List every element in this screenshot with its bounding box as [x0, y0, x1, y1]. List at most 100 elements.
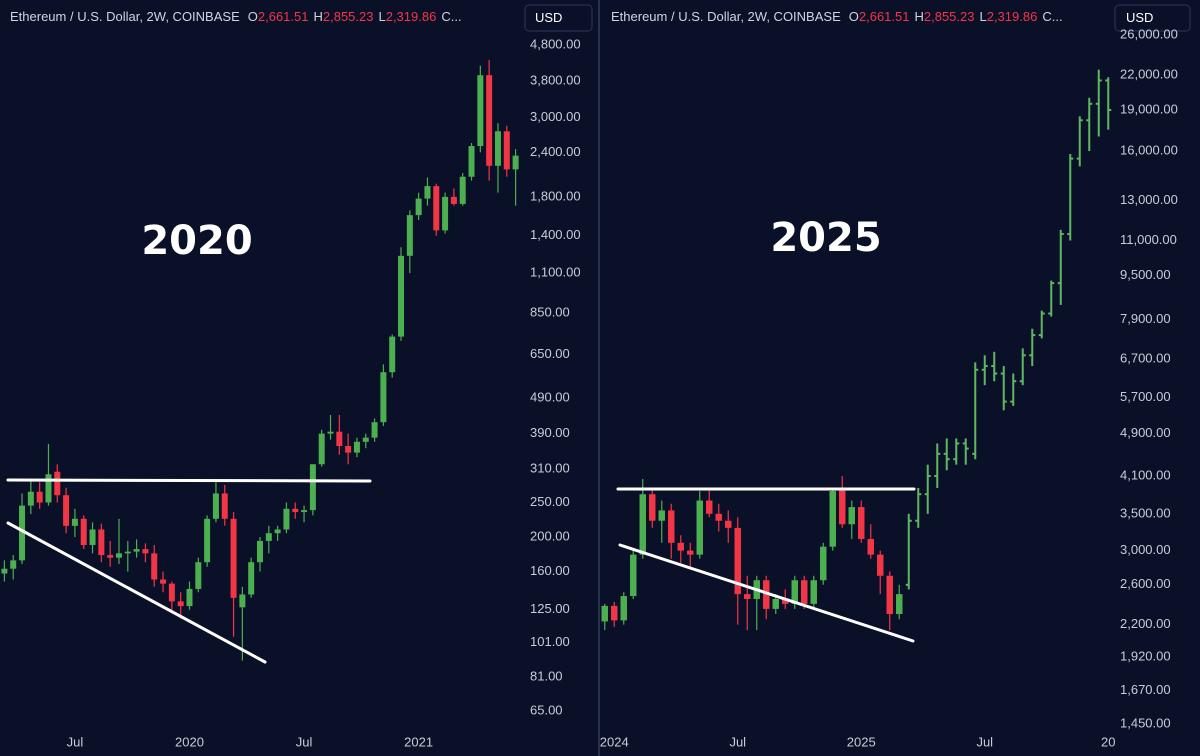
candle-body — [89, 529, 96, 545]
y-tick-label: 5,700.00 — [1120, 389, 1171, 404]
support-line — [618, 543, 915, 643]
y-tick-label: 1,800.00 — [530, 188, 581, 203]
y-tick-label: 1,670.00 — [1120, 682, 1171, 697]
candle-body — [848, 507, 855, 525]
candle-body — [230, 518, 237, 598]
candle-body — [668, 510, 675, 543]
candle-body — [406, 215, 413, 256]
candle-body — [696, 500, 703, 555]
candle-body — [630, 554, 637, 597]
y-tick-label: 3,800.00 — [530, 73, 581, 88]
candle-body — [248, 562, 255, 595]
candle-body — [274, 529, 281, 534]
candle-body — [345, 446, 352, 453]
candle-body — [620, 596, 627, 621]
y-tick-label: 16,000.00 — [1120, 142, 1178, 157]
candle-body — [177, 601, 184, 607]
candle-body — [715, 513, 722, 521]
candle-body — [896, 594, 903, 615]
candle-body — [160, 579, 167, 584]
candle-body — [239, 594, 246, 608]
candle-body — [486, 75, 493, 166]
y-tick-label: 390.00 — [530, 425, 570, 440]
candle-body — [71, 518, 78, 526]
y-tick-label: 3,000.00 — [1120, 542, 1171, 557]
candle-body — [327, 431, 334, 434]
ohlc-value: 2,661.51 — [859, 9, 910, 24]
currency-button[interactable] — [524, 4, 593, 32]
candle-body — [54, 471, 61, 496]
y-tick-label: 2,400.00 — [530, 144, 581, 159]
support-line — [6, 521, 267, 664]
candle-body — [36, 491, 43, 503]
y-tick-label: 7,900.00 — [1120, 311, 1171, 326]
ohlc-value: 2,319.86 — [987, 9, 1038, 24]
x-tick-label: 2021 — [404, 734, 433, 749]
symbol-title: Ethereum / U.S. Dollar, 2W, COINBASE — [611, 9, 841, 24]
x-tick-label: Jul — [296, 734, 313, 749]
x-tick-label: Jul — [729, 734, 746, 749]
candle-body — [115, 553, 122, 558]
candle-body — [639, 494, 646, 555]
ohlc-key: L — [979, 9, 986, 24]
y-tick-label: 101.00 — [530, 634, 570, 649]
y-tick-label: 26,000.00 — [1120, 27, 1178, 42]
currency-button[interactable] — [1114, 4, 1191, 32]
x-tick-label: 2024 — [600, 734, 629, 749]
x-tick-label: Jul — [67, 734, 84, 749]
panel: USD 2025 Ethereum / U.S. Dollar, 2W, COI… — [600, 4, 1191, 749]
y-tick-label: 650.00 — [530, 346, 570, 361]
candle-body — [353, 441, 360, 453]
candle-body — [791, 580, 798, 604]
y-tick-label: 13,000.00 — [1120, 192, 1178, 207]
ohlc-key: H — [313, 9, 322, 24]
y-tick-label: 4,900.00 — [1120, 425, 1171, 440]
year-annotation: 2020 — [141, 218, 252, 264]
candle-body — [336, 431, 343, 447]
x-tick-label: 20 — [1101, 734, 1115, 749]
y-tick-label: 160.00 — [530, 563, 570, 578]
candle-body — [450, 196, 457, 204]
y-tick-label: 125.00 — [530, 601, 570, 616]
candle-body — [362, 437, 369, 442]
candle-body — [477, 75, 484, 147]
header-more: C... — [1042, 9, 1062, 24]
ohlc-value: 2,855.23 — [323, 9, 374, 24]
candle-body — [80, 518, 87, 545]
candle-body — [19, 505, 26, 561]
header-more: C... — [441, 9, 461, 24]
candle-body — [309, 464, 316, 511]
ohlc-key: O — [248, 9, 258, 24]
chart-header: Ethereum / U.S. Dollar, 2W, COINBASE O2,6… — [611, 9, 1063, 24]
candle-body — [829, 491, 836, 547]
y-tick-label: 1,450.00 — [1120, 716, 1171, 731]
symbol-title: Ethereum / U.S. Dollar, 2W, COINBASE — [10, 9, 240, 24]
y-tick-label: 19,000.00 — [1120, 101, 1178, 116]
candle-body — [772, 598, 779, 609]
candle-body — [168, 583, 175, 602]
y-tick-label: 81.00 — [530, 668, 563, 683]
candle-body — [503, 131, 510, 170]
candle-body — [389, 336, 396, 373]
y-tick-label: 2,200.00 — [1120, 616, 1171, 631]
candle-body — [415, 198, 422, 216]
y-tick-label: 310.00 — [530, 461, 570, 476]
candle-body — [494, 131, 501, 166]
ohlc-value: 2,855.23 — [924, 9, 975, 24]
candle-body — [265, 533, 272, 541]
candle-body — [810, 580, 817, 604]
candle-body — [820, 546, 827, 581]
candle-body — [195, 562, 202, 589]
x-tick-label: 2025 — [847, 734, 876, 749]
candle-body — [221, 493, 228, 519]
candle-body — [27, 491, 34, 506]
candle-body — [1, 568, 8, 574]
y-tick-label: 200.00 — [530, 528, 570, 543]
candle-body — [124, 551, 131, 554]
y-tick-label: 4,100.00 — [1120, 467, 1171, 482]
candle-body — [212, 493, 219, 519]
candle-body — [763, 580, 770, 609]
plot-area — [601, 69, 1112, 631]
x-tick-label: 2020 — [175, 734, 204, 749]
y-tick-label: 490.00 — [530, 390, 570, 405]
